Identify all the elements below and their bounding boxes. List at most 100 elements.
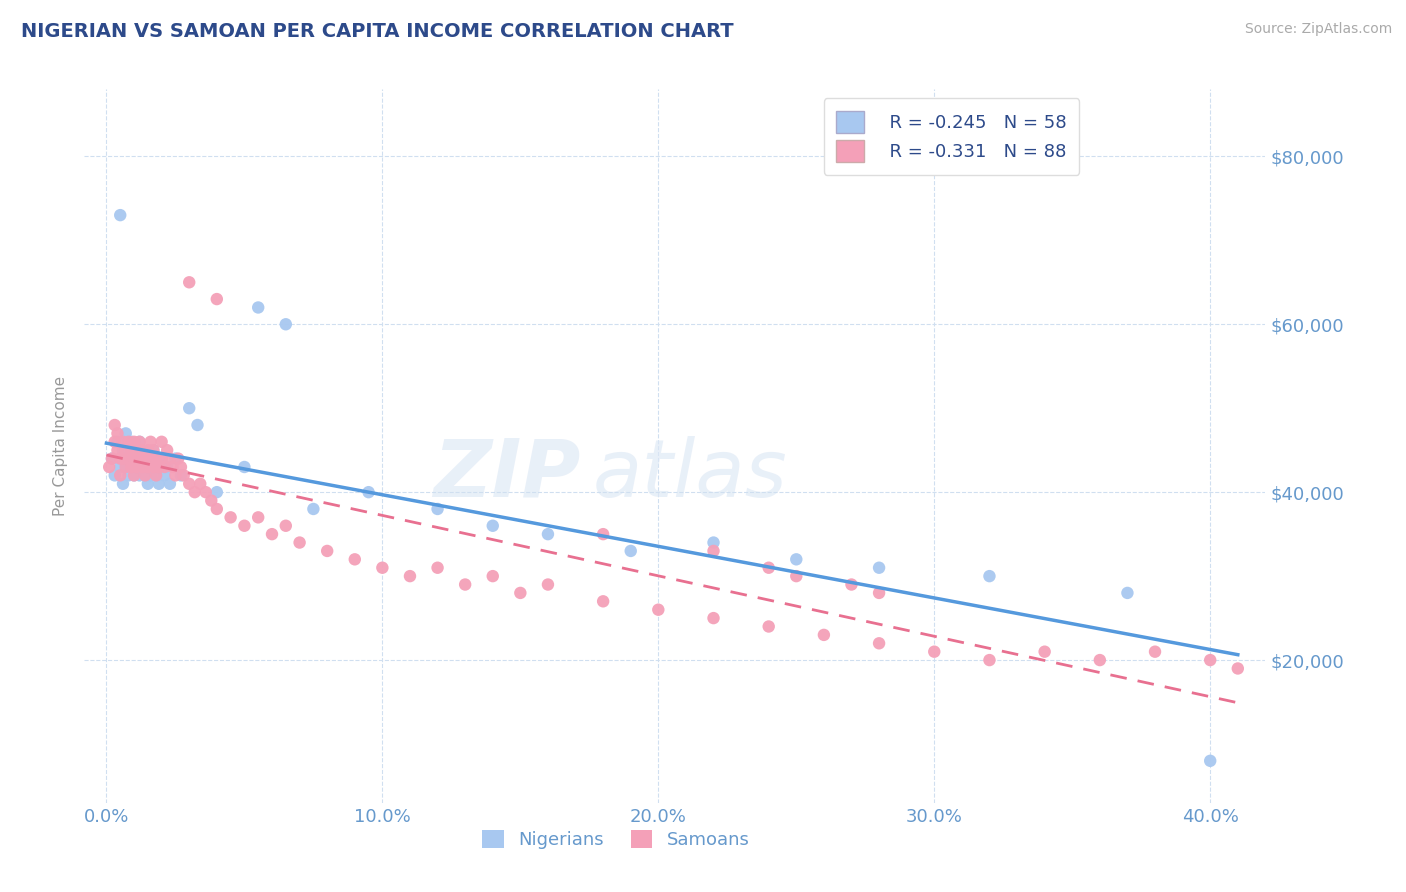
Point xyxy=(131,443,153,458)
Point xyxy=(101,451,124,466)
Point xyxy=(194,485,217,500)
Point xyxy=(205,485,228,500)
Point xyxy=(813,628,835,642)
Point xyxy=(111,434,134,449)
Point xyxy=(592,594,614,608)
Point xyxy=(148,460,170,475)
Point xyxy=(1199,754,1222,768)
Point xyxy=(150,451,173,466)
Point xyxy=(868,636,890,650)
Point xyxy=(120,460,142,475)
Point xyxy=(136,460,159,475)
Point xyxy=(142,460,165,475)
Point xyxy=(134,468,156,483)
Point xyxy=(592,527,614,541)
Point xyxy=(868,586,890,600)
Point xyxy=(110,460,132,475)
Point xyxy=(702,535,724,549)
Text: ZIP: ZIP xyxy=(433,435,581,514)
Point xyxy=(205,502,228,516)
Point xyxy=(145,451,167,466)
Text: NIGERIAN VS SAMOAN PER CAPITA INCOME CORRELATION CHART: NIGERIAN VS SAMOAN PER CAPITA INCOME COR… xyxy=(21,22,734,41)
Point xyxy=(148,476,170,491)
Point xyxy=(288,535,311,549)
Point xyxy=(153,460,176,475)
Point xyxy=(150,434,173,449)
Point xyxy=(200,493,222,508)
Point xyxy=(170,460,193,475)
Point xyxy=(120,434,142,449)
Point xyxy=(186,417,208,432)
Point xyxy=(139,468,162,483)
Point xyxy=(145,468,167,483)
Point xyxy=(114,460,136,475)
Point xyxy=(128,434,150,449)
Point xyxy=(101,451,124,466)
Legend: Nigerians, Samoans: Nigerians, Samoans xyxy=(472,821,759,858)
Point xyxy=(156,460,179,475)
Point xyxy=(179,401,201,416)
Point xyxy=(247,510,270,524)
Point xyxy=(537,577,560,591)
Point xyxy=(128,468,150,483)
Point xyxy=(179,275,201,289)
Point xyxy=(134,451,156,466)
Point xyxy=(134,451,156,466)
Point xyxy=(122,443,145,458)
Y-axis label: Per Capita Income: Per Capita Income xyxy=(53,376,69,516)
Point xyxy=(142,460,165,475)
Point xyxy=(167,451,190,466)
Point xyxy=(145,451,167,466)
Point xyxy=(107,443,129,458)
Point xyxy=(509,586,531,600)
Point xyxy=(110,468,132,483)
Point xyxy=(247,301,270,315)
Point xyxy=(343,552,366,566)
Point xyxy=(188,476,211,491)
Point xyxy=(122,451,145,466)
Point xyxy=(134,468,156,483)
Point xyxy=(426,502,449,516)
Point xyxy=(139,451,162,466)
Point xyxy=(922,645,945,659)
Text: atlas: atlas xyxy=(592,435,787,514)
Point xyxy=(142,443,165,458)
Point xyxy=(111,443,134,458)
Point xyxy=(785,552,807,566)
Point xyxy=(205,292,228,306)
Point xyxy=(170,468,193,483)
Point xyxy=(537,527,560,541)
Point xyxy=(114,426,136,441)
Point xyxy=(107,426,129,441)
Point xyxy=(165,451,187,466)
Point xyxy=(131,460,153,475)
Point xyxy=(758,560,780,574)
Point xyxy=(122,468,145,483)
Point xyxy=(117,468,139,483)
Point xyxy=(120,460,142,475)
Point xyxy=(122,451,145,466)
Point xyxy=(125,460,148,475)
Point xyxy=(162,460,184,475)
Point xyxy=(131,443,153,458)
Point xyxy=(156,443,179,458)
Point xyxy=(173,468,195,483)
Point xyxy=(841,577,863,591)
Point xyxy=(165,468,187,483)
Point xyxy=(979,653,1001,667)
Point xyxy=(620,544,643,558)
Point xyxy=(128,434,150,449)
Point xyxy=(111,476,134,491)
Point xyxy=(125,451,148,466)
Point xyxy=(136,476,159,491)
Point xyxy=(260,527,283,541)
Point xyxy=(1116,586,1139,600)
Point xyxy=(114,443,136,458)
Point xyxy=(274,318,297,332)
Point xyxy=(1033,645,1056,659)
Point xyxy=(1199,653,1222,667)
Point xyxy=(758,619,780,633)
Point xyxy=(107,434,129,449)
Point xyxy=(302,502,325,516)
Point xyxy=(145,468,167,483)
